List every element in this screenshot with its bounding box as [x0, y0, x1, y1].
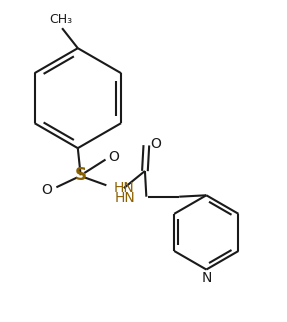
Text: O: O	[41, 183, 52, 196]
Text: N: N	[201, 271, 212, 285]
Text: O: O	[151, 137, 162, 151]
Text: O: O	[109, 150, 119, 164]
Text: CH₃: CH₃	[49, 13, 72, 26]
Text: HN: HN	[114, 191, 135, 205]
Text: S: S	[75, 166, 87, 184]
Text: HN: HN	[114, 181, 134, 195]
